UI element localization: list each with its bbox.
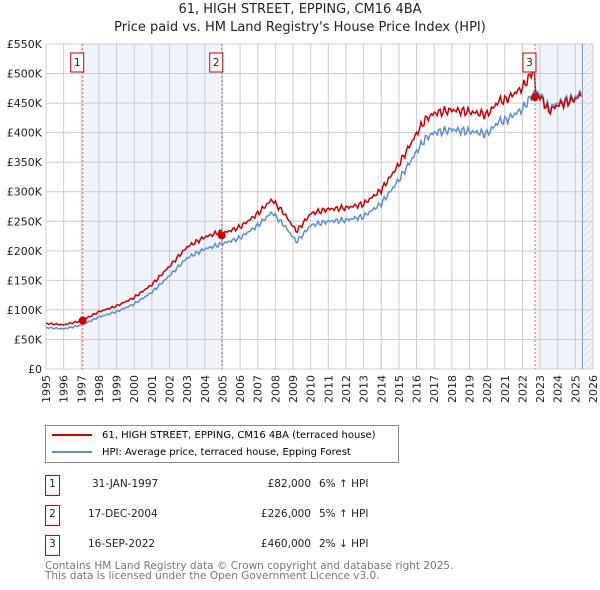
sale-label: 3	[526, 57, 533, 69]
plot-area: 1995 1996 1997 1998 1999 2000 2001 2002 2003 2004…	[7, 38, 600, 403]
y-tick-label: £50K	[14, 333, 43, 346]
y-tick-label: £550K	[7, 38, 43, 51]
x-tick-label: 2003	[181, 375, 194, 403]
footer-line: Contains HM Land Registry data © Crown c…	[45, 560, 454, 572]
x-tick-label: 2006	[234, 375, 247, 403]
x-tick-label: 2000	[128, 375, 141, 403]
x-tick-label: 2026	[587, 375, 600, 403]
y-tick-label: £350K	[7, 156, 43, 169]
sale-row: 2 17-DEC-2004 £226,000 5% ↑ HPI	[45, 505, 405, 526]
legend-label: HPI: Average price, terraced house, Eppi…	[102, 446, 351, 458]
x-tick-label: 2022	[516, 375, 529, 403]
y-tick-label: £150K	[7, 274, 43, 287]
x-tick-label: 2015	[393, 375, 406, 403]
x-tick-label: 2018	[446, 375, 459, 403]
y-tick-label: £100K	[7, 304, 43, 317]
x-tick-label: 2025	[569, 375, 582, 403]
sale-label-box	[209, 52, 224, 73]
x-tick-label: 2001	[146, 375, 159, 403]
y-tick-label: £450K	[7, 97, 43, 110]
sale-label: 1	[74, 57, 81, 69]
x-tick-label: 2014	[375, 375, 388, 403]
legend: 61, HIGH STREET, EPPING, CM16 4BA (terra…	[45, 425, 399, 463]
sale-label: 2	[213, 57, 220, 69]
sale-row: 3 16-SEP-2022 £460,000 2% ↓ HPI	[45, 535, 405, 556]
x-tick-label: 2005	[216, 375, 229, 403]
sale-date: 31-JAN-1997	[92, 478, 159, 490]
property-price-line	[45, 67, 582, 326]
y-tick-label: £500K	[7, 68, 43, 81]
legend-item-property: 61, HIGH STREET, EPPING, CM16 4BA (terra…	[52, 427, 376, 443]
x-tick-label: 2012	[340, 375, 353, 403]
sale-number: 2	[45, 505, 60, 526]
sale-number: 3	[45, 535, 60, 556]
x-tick-label: 2002	[164, 375, 177, 403]
sale-number: 1	[45, 475, 60, 496]
x-tick-label: 2016	[411, 375, 424, 403]
x-tick-label: 2017	[428, 375, 441, 403]
x-tick-label: 1997	[75, 375, 88, 403]
sale-hpi-diff: 2% ↓ HPI	[319, 538, 369, 550]
chart-subtitle: Price paid vs. HM Land Registry's House …	[114, 20, 486, 35]
x-tick-label: 2007	[252, 375, 265, 403]
sale-price: £82,000	[267, 478, 311, 490]
sale-point	[530, 93, 539, 102]
x-tick-label: 1996	[58, 375, 71, 403]
chart-title: 61, HIGH STREET, EPPING, CM16 4BA	[178, 2, 422, 17]
sale-price: £226,000	[260, 508, 311, 520]
forecast-hatch	[582, 44, 593, 369]
y-tick-label: £400K	[7, 127, 43, 140]
sale-hpi-diff: 5% ↑ HPI	[319, 508, 369, 520]
sale-date: 17-DEC-2004	[88, 508, 158, 520]
x-tick-label: 1995	[40, 375, 53, 403]
y-tick-label: £250K	[7, 215, 43, 228]
x-tick-label: 2013	[358, 375, 371, 403]
y-tick-label: £300K	[7, 186, 43, 199]
x-tick-label: 2009	[287, 375, 300, 403]
sale-row: 1 31-JAN-1997 £82,000 6% ↑ HPI	[45, 475, 405, 496]
x-tick-label: 2019	[463, 375, 476, 403]
x-tick-label: 2004	[199, 375, 212, 403]
footer-line: This data is licensed under the Open Gov…	[45, 570, 380, 582]
legend-item-hpi: HPI: Average price, terraced house, Eppi…	[52, 444, 351, 460]
x-tick-label: 1999	[111, 375, 124, 403]
sale-date: 16-SEP-2022	[88, 538, 156, 550]
sale-label-box	[70, 52, 85, 73]
y-tick-label: £200K	[7, 245, 43, 258]
legend-label: 61, HIGH STREET, EPPING, CM16 4BA (terra…	[102, 429, 376, 441]
sale-point	[217, 231, 226, 240]
hpi-line	[45, 88, 582, 330]
footer: Contains HM Land Registry data © Crown c…	[45, 560, 454, 582]
x-tick-label: 2010	[305, 375, 318, 403]
sale-point	[78, 316, 87, 325]
sale-hpi-diff: 6% ↑ HPI	[319, 478, 369, 490]
x-tick-label: 2011	[322, 375, 335, 403]
x-tick-label: 2024	[552, 375, 565, 403]
x-tick-label: 1998	[93, 375, 106, 403]
x-tick-label: 2023	[534, 375, 547, 403]
x-tick-label: 2020	[481, 375, 494, 403]
legend-swatch	[52, 451, 92, 453]
x-tick-label: 2008	[269, 375, 282, 403]
sale-label-box	[522, 52, 537, 73]
legend-swatch	[52, 434, 92, 436]
x-tick-label: 2021	[499, 375, 512, 403]
y-tick-label: £0	[28, 363, 42, 376]
sale-price: £460,000	[260, 538, 311, 550]
